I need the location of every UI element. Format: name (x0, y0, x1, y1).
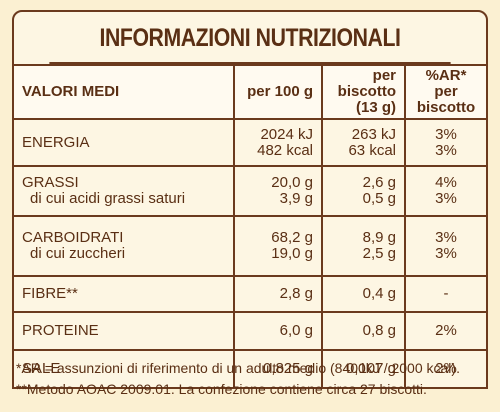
cell-text: VALORI MEDI (22, 83, 120, 100)
cell-text: di cui zuccheri (30, 245, 126, 262)
cell-text: GRASSI (22, 174, 79, 191)
cell-text: 0,4 g (362, 285, 396, 302)
cell: ENERGIA (14, 118, 234, 166)
cell: 68,2 g 19,0 g (233, 215, 322, 276)
cell-text: - (443, 285, 449, 302)
cell: 8,9 g 2,5 g (321, 215, 405, 276)
cell-text: 3% (435, 141, 457, 159)
cell-text: 3% (435, 229, 457, 246)
cell-text: per biscotto (337, 67, 396, 100)
cell-text: per 100 g (247, 83, 313, 100)
cell-text: di cui acidi grassi saturi (30, 190, 186, 207)
cell-text: 0,107 g (345, 360, 396, 377)
cell-text: 3,9 g (279, 190, 313, 207)
cell: 0,107 g (321, 349, 405, 387)
cell-text: 482 kcal (257, 141, 313, 159)
cell-text: 63 kcal (348, 141, 396, 159)
cell: 2% (404, 349, 486, 387)
table-row: GRASSI di cui acidi grassi saturi 20,0 g 3,… (14, 165, 486, 216)
cell-text: PROTEINE (22, 322, 99, 339)
cell-text: 2024 kJ (260, 125, 313, 143)
cell: 4% 3% (404, 165, 486, 216)
cell: 3% 3% (404, 118, 486, 166)
footnotes: *AR = assunzioni di riferimento di un ad… (16, 358, 460, 400)
table-row: CARBOIDRATI di cui zuccheri 68,2 g 19,0 g 8,… (14, 215, 486, 276)
cell-text: FIBRE** (22, 285, 78, 302)
cell: 20,0 g 3,9 g (233, 165, 322, 216)
cell: %AR* per biscotto (404, 64, 486, 119)
cell: GRASSI di cui acidi grassi saturi (14, 165, 234, 216)
cell: 3% 3% (404, 215, 486, 276)
cell: 2024 kJ 482 kcal (233, 118, 322, 166)
cell-text: 8,9 g (362, 229, 396, 246)
cell-text: 3% (435, 190, 457, 207)
cell-text: 2,5 g (362, 245, 396, 262)
cell: FIBRE** (14, 275, 234, 312)
cell-text: 6,0 g (279, 322, 313, 339)
cell: 2,8 g (233, 275, 322, 312)
cell-text: (13 g) (355, 99, 396, 116)
cell-text: 263 kJ (351, 125, 396, 143)
table-row: PROTEINE 6,0 g 0,8 g 2% (14, 311, 486, 350)
cell-text: 20,0 g (271, 174, 313, 191)
cell: 0,8 g (321, 311, 405, 350)
cell-text: 3% (435, 245, 457, 262)
cell-text: 2,8 g (279, 285, 313, 302)
cell-text: 19,0 g (271, 245, 313, 262)
cell-text: %AR* (425, 67, 467, 84)
cell-text: ENERGIA (22, 133, 90, 151)
cell: - (404, 275, 486, 312)
cell-text: 68,2 g (271, 229, 313, 246)
cell: PROTEINE (14, 311, 234, 350)
footnote: *AR = assunzioni di riferimento di un ad… (16, 360, 460, 376)
cell-text: 2% (435, 360, 457, 377)
cell: CARBOIDRATI di cui zuccheri (14, 215, 234, 276)
cell-text: 2% (435, 322, 457, 339)
table-row: FIBRE** 2,8 g 0,4 g - (14, 275, 486, 312)
cell-text: 4% (435, 174, 457, 191)
cell-text: CARBOIDRATI (22, 229, 124, 246)
cell: 6,0 g (233, 311, 322, 350)
cell: 0,4 g (321, 275, 405, 312)
cell-text: 0,825 g (262, 360, 313, 377)
cell: per biscotto (13 g) (321, 64, 405, 119)
cell-text: SALE (22, 360, 61, 377)
cell: SALE (14, 349, 234, 387)
cell: 263 kJ 63 kcal (321, 118, 405, 166)
cell-text: 0,8 g (362, 322, 396, 339)
cell-text: 3% (435, 125, 457, 143)
header-row: VALORI MEDI per 100 g per biscotto (13 g) %A… (14, 64, 486, 119)
cell: 2% (404, 311, 486, 350)
cell-text: 0,5 g (362, 190, 396, 207)
footnote: **Metodo AOAC 2009.01. La confezione con… (16, 381, 427, 397)
nutrition-panel: INFORMAZIONI NUTRIZIONALI VALORI MEDI per… (12, 10, 488, 389)
cell: 2,6 g 0,5 g (321, 165, 405, 216)
cell: VALORI MEDI (14, 64, 234, 119)
nutrition-table: VALORI MEDI per 100 g per biscotto (13 g) %A… (14, 64, 486, 387)
cell: per 100 g (233, 64, 322, 119)
title: INFORMAZIONI NUTRIZIONALI (49, 12, 451, 64)
table-row: ENERGIA 2024 kJ 482 kcal 263 kJ 63 kcal 3% 3% (14, 118, 486, 166)
cell-text: 2,6 g (362, 174, 396, 191)
cell-text: per biscotto (416, 83, 476, 116)
table-row: SALE 0,825 g 0,107 g 2% (14, 349, 486, 387)
cell: 0,825 g (233, 349, 322, 387)
